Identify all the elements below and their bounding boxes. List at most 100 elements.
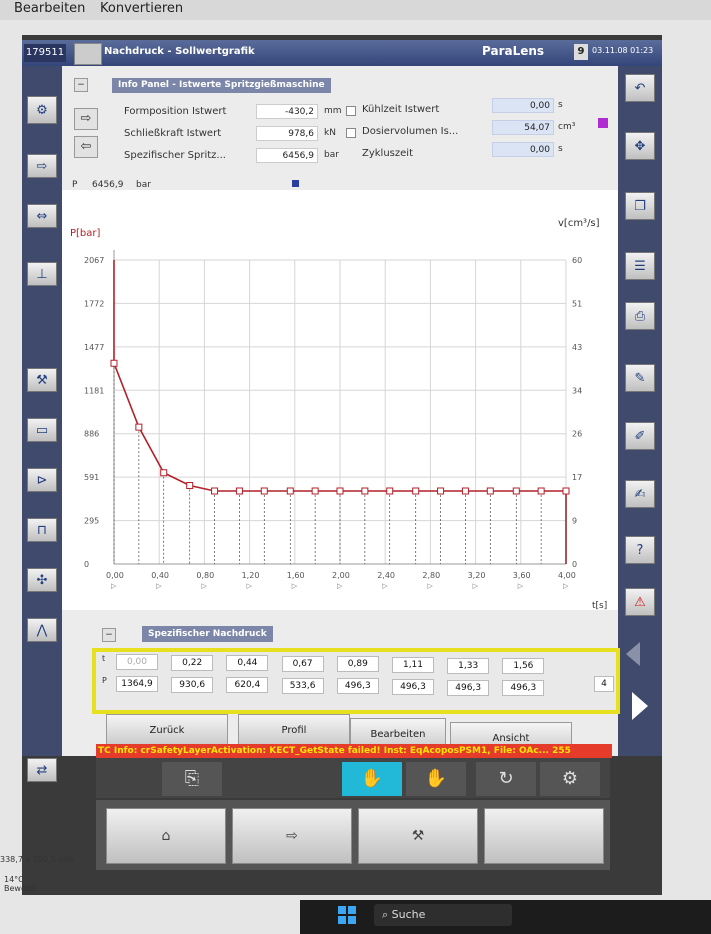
table-cell-t[interactable]: 1,33 bbox=[447, 657, 490, 674]
ejector-icon[interactable]: ⊥ bbox=[27, 262, 57, 286]
list-icon[interactable]: ☰ bbox=[625, 252, 655, 280]
graph-icon[interactable]: ⋀ bbox=[27, 618, 57, 642]
dosiervolumen-unit: cm³ bbox=[558, 122, 576, 132]
tool-icon[interactable]: ✣ bbox=[27, 568, 57, 592]
p-marker bbox=[292, 180, 299, 187]
chart-series bbox=[110, 260, 570, 564]
edit-icon[interactable]: ✎ bbox=[625, 364, 655, 392]
inject-button[interactable]: ⇨ bbox=[232, 808, 352, 864]
left-sidebar: ⚙ ⇨ ⇔ ⊥ ⚒ ▭ ⊳ ⊓ ✣ ⋀ ⇄ bbox=[22, 66, 62, 782]
printer-icon[interactable]: ⎙ bbox=[625, 302, 655, 330]
table-cell-p[interactable]: 930,6 bbox=[171, 676, 214, 693]
back-button[interactable]: Zurück bbox=[106, 714, 228, 748]
table-cell-p[interactable]: 496,3 bbox=[447, 679, 490, 696]
inject-icon[interactable]: ⇨ bbox=[27, 154, 57, 178]
pressure-chart[interactable]: 0 295 591 886 1181 1477 1772 2067 0 9 17 26 34 43 51 6… bbox=[62, 190, 618, 611]
error-message-bar: TC Info: crSafetyLayerActivation: KECT_G… bbox=[96, 744, 612, 758]
collapse-icon[interactable]: − bbox=[74, 78, 88, 92]
nozzle-icon[interactable]: ⊳ bbox=[27, 468, 57, 492]
x-tick-label: 0,00 bbox=[106, 571, 124, 580]
table-cell-t[interactable]: 0,67 bbox=[281, 655, 324, 672]
x-tick-marker: ▷ bbox=[247, 582, 253, 590]
table-cell-p[interactable]: 533,6 bbox=[281, 677, 324, 694]
table-cell-p[interactable]: 1364,9 bbox=[116, 676, 158, 692]
table-cell-t[interactable]: 1,11 bbox=[392, 657, 434, 673]
table-cell-p[interactable]: 496,3 bbox=[336, 678, 379, 695]
note-icon[interactable]: ✍ bbox=[625, 480, 655, 508]
screw-button[interactable]: ⚒ bbox=[358, 808, 478, 864]
alarm-warning-icon[interactable]: ⚠ bbox=[625, 588, 655, 616]
mold-icon[interactable]: ⇔ bbox=[27, 204, 57, 228]
home-button[interactable]: ⌂ bbox=[106, 808, 226, 864]
screw-icon[interactable]: ⚒ bbox=[27, 368, 57, 392]
table-cell-t[interactable]: 0,00 bbox=[116, 654, 158, 670]
p-label: P bbox=[72, 180, 78, 190]
x-tick-marker: ▷ bbox=[156, 582, 162, 590]
data-point bbox=[286, 487, 294, 495]
right-tick-label: 51 bbox=[572, 299, 582, 308]
x-tick-marker: ▷ bbox=[518, 582, 524, 590]
hand-icon[interactable]: ✋ bbox=[406, 762, 466, 796]
table-cell-t[interactable]: 0,44 bbox=[226, 655, 269, 672]
table-cell-t[interactable]: 0,22 bbox=[171, 654, 214, 671]
more-cell[interactable]: 4 bbox=[594, 676, 614, 692]
mode-indicator: 9 bbox=[574, 44, 588, 60]
pressure-table-panel: − Spezifischer Nachdruck t P 0,00 0,22 0,4… bbox=[90, 626, 620, 722]
robot-icon[interactable]: ✥ bbox=[625, 132, 655, 160]
row-p-label: P bbox=[102, 676, 107, 685]
hand-select-icon[interactable]: ✋ bbox=[342, 762, 402, 796]
scroll-left-icon[interactable] bbox=[626, 642, 640, 666]
brand-label: ParaLens bbox=[482, 44, 545, 58]
help-icon[interactable]: ? bbox=[625, 536, 655, 564]
clipboard-icon[interactable]: ⎘ bbox=[162, 762, 222, 796]
spritzdruck-unit: bar bbox=[324, 150, 339, 160]
x-tick-label: 0,40 bbox=[151, 571, 169, 580]
x-tick-marker: ▷ bbox=[201, 582, 207, 590]
gear-icon[interactable]: ⚙ bbox=[540, 762, 600, 796]
table-collapse-icon[interactable]: − bbox=[102, 628, 116, 642]
data-point bbox=[412, 487, 420, 495]
arrow-left-icon[interactable]: ⇦ bbox=[74, 136, 98, 158]
search-box[interactable]: ⌕ Suche bbox=[374, 904, 512, 926]
right-tick-label: 43 bbox=[572, 343, 582, 352]
unit-icon[interactable]: ⊓ bbox=[27, 518, 57, 542]
machine-overview-icon[interactable]: ⚙ bbox=[27, 96, 57, 124]
zykluszeit-unit: s bbox=[558, 144, 563, 154]
spritzdruck-label: Spezifischer Spritz... bbox=[124, 150, 226, 161]
table-cell-p[interactable]: 496,3 bbox=[502, 680, 545, 697]
table-cell-t[interactable]: 0,89 bbox=[336, 656, 379, 673]
scroll-right-icon[interactable] bbox=[632, 692, 648, 720]
schliesskraft-label: Schließkraft Istwert bbox=[124, 128, 222, 139]
right-axis-ticks: 0 9 17 26 34 43 51 60 bbox=[572, 256, 582, 569]
y-axis-right-label: v[cm³/s] bbox=[558, 218, 600, 229]
kuehlzeit-checkbox[interactable] bbox=[346, 106, 356, 116]
kuehlzeit-unit: s bbox=[558, 100, 563, 110]
menu-bearbeiten[interactable]: Bearbeiten bbox=[14, 1, 86, 16]
windows-start-icon[interactable] bbox=[338, 906, 356, 924]
copy-icon[interactable]: ❐ bbox=[625, 192, 655, 220]
menu-konvertieren[interactable]: Konvertieren bbox=[100, 1, 184, 16]
arrow-right-icon[interactable]: ⇨ bbox=[74, 108, 98, 130]
empty-button[interactable] bbox=[484, 808, 604, 864]
undo-icon[interactable]: ↶ bbox=[625, 74, 655, 102]
left-tick-label: 1772 bbox=[84, 299, 104, 308]
dosiervolumen-checkbox[interactable] bbox=[346, 128, 356, 138]
cylinder-icon[interactable]: ▭ bbox=[27, 418, 57, 442]
table-cell-t[interactable]: 1,56 bbox=[502, 658, 545, 675]
cycle-icon[interactable]: ↻ bbox=[476, 762, 536, 796]
dosiervolumen-value: 54,07 bbox=[492, 120, 554, 135]
edit-pen-icon[interactable]: ✐ bbox=[625, 422, 655, 450]
x-tick-marker: ▷ bbox=[382, 582, 388, 590]
function-strip: ⎘ ✋ ✋ ↻ ⚙ bbox=[96, 758, 610, 798]
p-value: 6456,9 bbox=[92, 180, 124, 190]
weather-widget[interactable]: 14°C Bewölkt bbox=[4, 875, 36, 893]
x-tick-label: 2,80 bbox=[422, 571, 440, 580]
data-point bbox=[135, 423, 143, 431]
left-tick-label: 591 bbox=[84, 473, 99, 482]
table-cell-p[interactable]: 496,3 bbox=[392, 679, 434, 695]
datetime: 03.11.08 01:23 bbox=[592, 46, 654, 55]
table-cell-p[interactable]: 620,4 bbox=[226, 677, 269, 694]
profile-button[interactable]: Profil bbox=[238, 714, 350, 748]
info-panel: − Info Panel - Istwerte Spritzgießmaschi… bbox=[70, 74, 610, 190]
transfer-icon[interactable]: ⇄ bbox=[27, 758, 57, 782]
